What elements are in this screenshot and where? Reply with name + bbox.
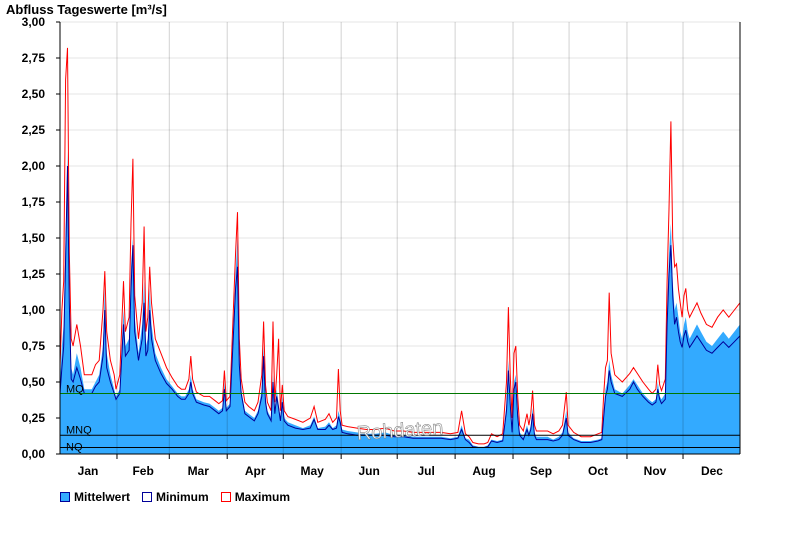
y-tick-label: 1,00 bbox=[22, 303, 46, 317]
x-tick-label: Oct bbox=[588, 464, 608, 478]
y-tick-label: 0,50 bbox=[22, 375, 46, 389]
x-tick-label: May bbox=[301, 464, 325, 478]
legend-swatch-min bbox=[142, 492, 153, 502]
legend-item-mean[interactable]: Mittelwert bbox=[60, 490, 130, 504]
x-tick-label: Jul bbox=[417, 464, 434, 478]
x-tick-label: Mar bbox=[188, 464, 210, 478]
y-tick-label: 1,50 bbox=[22, 231, 46, 245]
y-tick-label: 1,25 bbox=[22, 267, 46, 281]
legend-swatch-max bbox=[220, 492, 231, 502]
mean-area bbox=[60, 151, 740, 454]
x-tick-label: Aug bbox=[472, 464, 495, 478]
y-tick-label: 0,25 bbox=[22, 411, 46, 425]
y-tick-label: 0,75 bbox=[22, 339, 46, 353]
legend-label-min: Minimum bbox=[156, 490, 209, 504]
reference-label-mnq: MNQ bbox=[66, 424, 92, 436]
y-tick-label: 2,25 bbox=[22, 123, 46, 137]
reference-label-mq: MQ bbox=[66, 384, 84, 396]
x-tick-label: Jun bbox=[359, 464, 380, 478]
legend: Mittelwert Minimum Maximum bbox=[60, 490, 290, 504]
maximum-line bbox=[59, 47, 741, 445]
x-tick-label: Feb bbox=[132, 464, 153, 478]
x-tick-label: Nov bbox=[644, 464, 667, 478]
reference-label-nq: NQ bbox=[66, 442, 83, 454]
chart-title: Abfluss Tageswerte [m³/s] bbox=[6, 2, 167, 17]
x-tick-label: Jan bbox=[78, 464, 99, 478]
x-tick-label: Apr bbox=[245, 464, 266, 478]
x-tick-label: Dec bbox=[701, 464, 723, 478]
legend-label-max: Maximum bbox=[234, 490, 291, 504]
y-tick-label: 0,00 bbox=[22, 447, 46, 461]
y-tick-label: 2,75 bbox=[22, 51, 46, 65]
legend-item-max[interactable]: Maximum bbox=[220, 490, 291, 504]
legend-label-mean: Mittelwert bbox=[74, 490, 131, 504]
legend-item-min[interactable]: Minimum bbox=[142, 490, 209, 504]
y-tick-label: 2,00 bbox=[22, 159, 46, 173]
legend-swatch-mean bbox=[60, 492, 70, 502]
y-tick-label: 1,75 bbox=[22, 195, 46, 209]
x-tick-label: Sep bbox=[530, 464, 552, 478]
y-tick-label: 3,00 bbox=[22, 15, 46, 29]
y-tick-label: 2,50 bbox=[22, 87, 46, 101]
